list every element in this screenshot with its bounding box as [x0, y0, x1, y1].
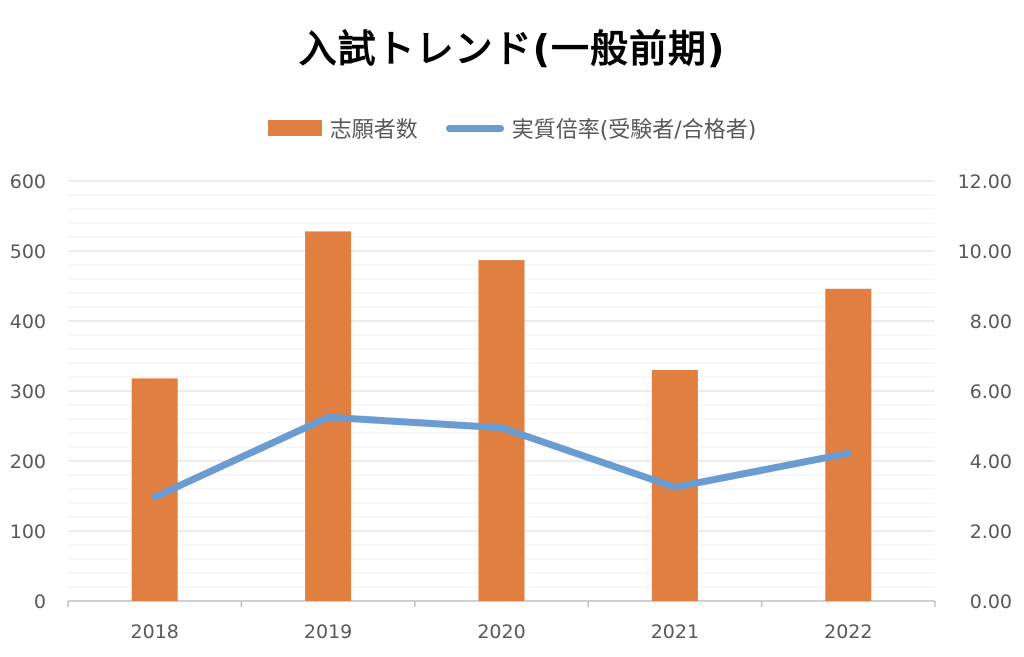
x-tick-label: 2022	[824, 621, 872, 643]
legend-swatch-ratio	[445, 124, 504, 132]
y-left-tick-label: 100	[10, 521, 46, 543]
y-left-tick-label: 300	[10, 381, 46, 403]
y-right-tick-label: 4.00	[970, 451, 1012, 473]
y-left-tick-label: 0	[34, 591, 46, 613]
legend-item-applicants: 志願者数	[267, 112, 418, 144]
x-tick-label: 2020	[477, 621, 525, 643]
legend-item-ratio: 実質倍率(受験者/合格者)	[445, 112, 757, 144]
x-tick-label: 2021	[651, 621, 699, 643]
x-tick-label: 2018	[131, 621, 179, 643]
bar-applicants	[825, 288, 872, 601]
chart-title: 入試トレンド(一般前期)	[298, 27, 726, 71]
y-left-tick-label: 200	[10, 451, 46, 473]
y-left-tick-label: 600	[10, 171, 46, 193]
legend-label-ratio: 実質倍率(受験者/合格者)	[511, 118, 757, 143]
y-right-tick-label: 0.00	[970, 591, 1012, 613]
y-right-tick-label: 8.00	[970, 311, 1012, 333]
y-left-tick-label: 400	[10, 311, 46, 333]
x-tick-label: 2019	[304, 621, 352, 643]
legend-label-applicants: 志願者数	[329, 118, 418, 143]
y-right-tick-label: 2.00	[970, 521, 1012, 543]
y-right-tick-label: 6.00	[970, 381, 1012, 403]
y-left-tick-label: 500	[10, 241, 46, 263]
y-right-tick-label: 12.00	[958, 171, 1012, 193]
chart-legend: 志願者数 実質倍率(受験者/合格者)	[0, 112, 1024, 144]
y-right-tick-label: 10.00	[958, 241, 1012, 263]
legend-swatch-applicants	[267, 120, 322, 136]
